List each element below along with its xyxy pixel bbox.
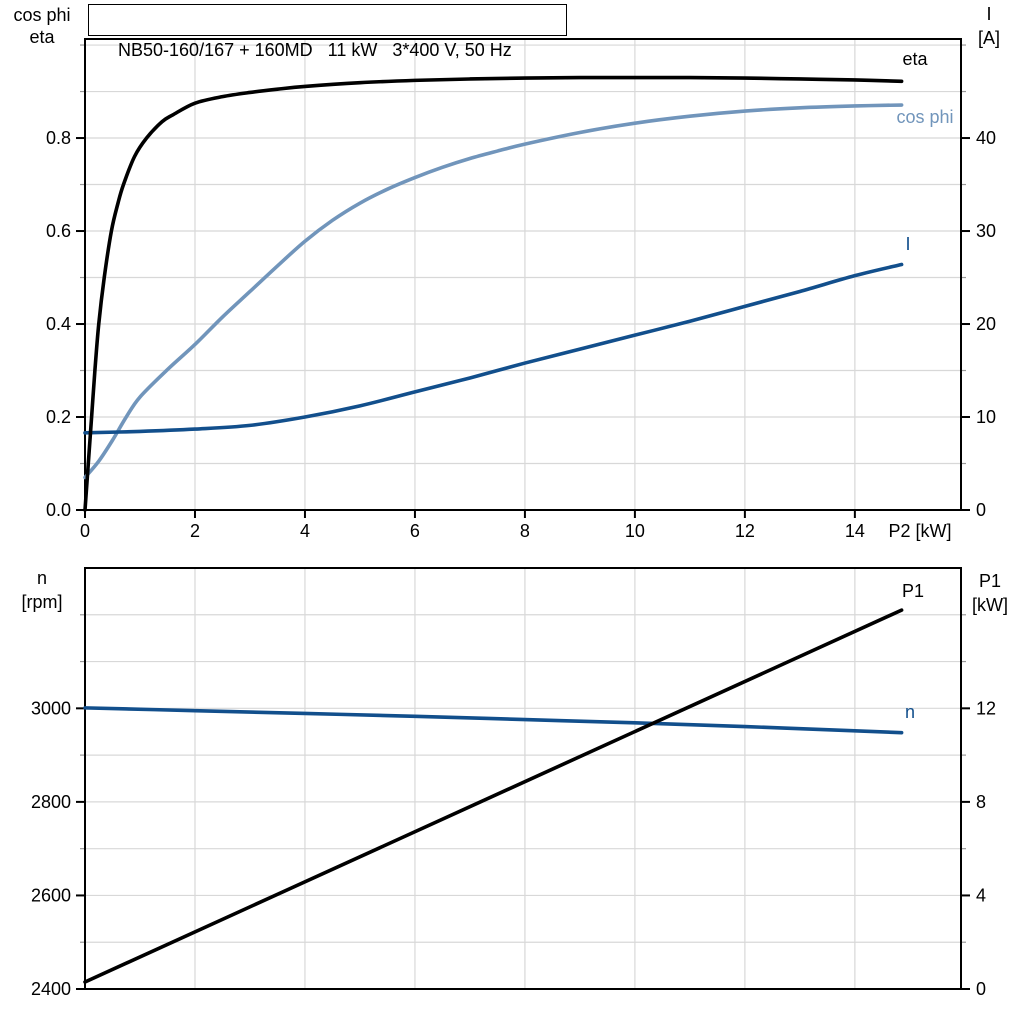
x-axis-title: P2 [kW] [888, 521, 951, 541]
series-curve-I [83, 262, 904, 435]
right-tick-label: 30 [976, 221, 996, 241]
left-tick-label: 0.4 [46, 314, 71, 334]
plot-frame [84, 567, 962, 990]
right-tick-label: 0 [976, 500, 986, 520]
chart-title-box: NB50-160/167 + 160MD 11 kW 3*400 V, 50 H… [88, 4, 567, 60]
left-tick-label: 0.6 [46, 221, 71, 241]
left-tick-label: 2400 [31, 979, 71, 999]
left-axis-title: n [37, 568, 47, 588]
chart-title: NB50-160/167 + 160MD 11 kW 3*400 V, 50 H… [118, 40, 512, 60]
right-tick-label: 4 [976, 885, 986, 905]
series-label-eta: eta [902, 49, 928, 69]
series-curve-eta [83, 75, 904, 512]
x-tick-label: 14 [845, 521, 865, 541]
right-tick-label: 0 [976, 979, 986, 999]
chart-1: 2400 2600 2800 3000 0 4 8 12 n [rpm] P1 [kW] n P1 [21, 567, 1008, 999]
x-tick-label: 4 [300, 521, 310, 541]
series-curve-P1 [83, 608, 904, 984]
x-tick-label: 8 [520, 521, 530, 541]
series-curve-n [83, 706, 904, 735]
right-axis-title: [kW] [972, 595, 1008, 615]
x-tick-label: 6 [410, 521, 420, 541]
series-label-cos-phi: cos phi [896, 107, 953, 127]
right-tick-label: 40 [976, 128, 996, 148]
x-tick-label: 10 [625, 521, 645, 541]
series-label-P1: P1 [902, 581, 924, 601]
left-axis-title: cos phi [13, 5, 70, 25]
right-tick-label: 12 [976, 698, 996, 718]
right-axis-title: [A] [978, 28, 1000, 48]
chart-0: 0.0 0.2 0.4 0.6 0.8 0 10 20 30 40 0 2 4 6 8 10 12 14 P2 [k… [13, 4, 1000, 541]
right-tick-label: 8 [976, 792, 986, 812]
left-tick-label: 3000 [31, 698, 71, 718]
series-curve-cos-phi [83, 103, 904, 480]
left-tick-label: 0.2 [46, 407, 71, 427]
x-tick-label: 0 [80, 521, 90, 541]
left-tick-label: 0.0 [46, 500, 71, 520]
series-label-n: n [905, 702, 915, 722]
left-axis-title: [rpm] [21, 592, 62, 612]
left-tick-label: 2800 [31, 792, 71, 812]
left-tick-label: 0.8 [46, 128, 71, 148]
right-tick-label: 10 [976, 407, 996, 427]
x-tick-label: 2 [190, 521, 200, 541]
plot-frame [84, 38, 962, 511]
series-label-I: I [905, 234, 910, 254]
right-axis-title: I [986, 4, 991, 24]
left-axis-title: eta [29, 27, 55, 47]
right-tick-label: 20 [976, 314, 996, 334]
right-axis-title: P1 [979, 571, 1001, 591]
left-tick-label: 2600 [31, 885, 71, 905]
x-tick-label: 12 [735, 521, 755, 541]
